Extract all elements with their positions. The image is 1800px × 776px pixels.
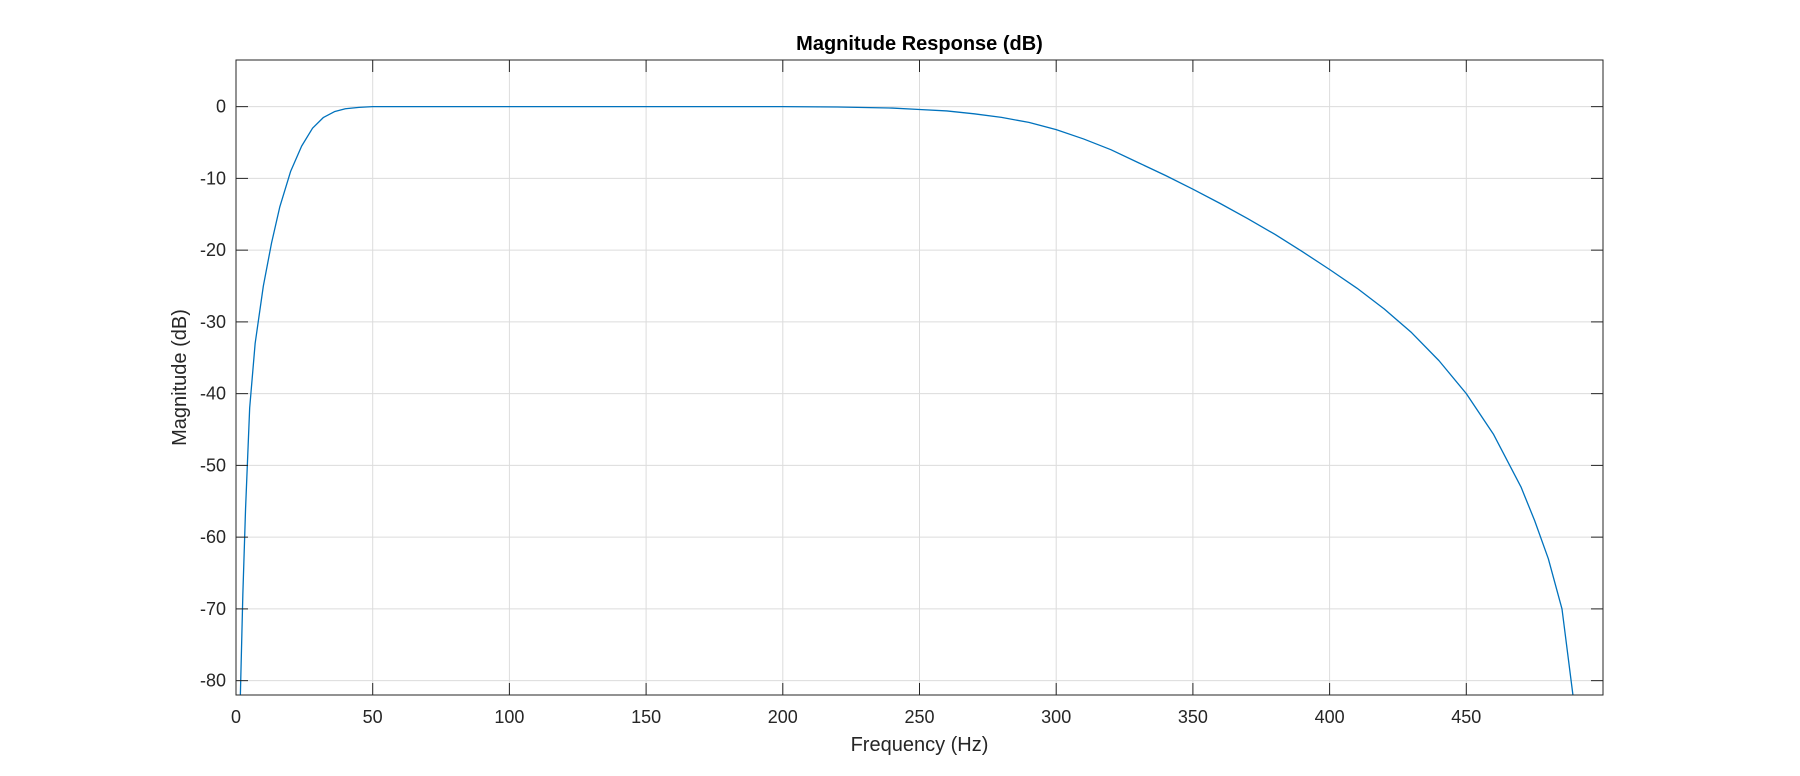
y-axis-label: Magnitude (dB) [169, 309, 191, 446]
x-tick-label: 350 [1178, 707, 1208, 727]
magnitude-series-line [239, 105, 1574, 696]
series-layer [239, 105, 1574, 696]
y-tick-label: -40 [200, 384, 226, 404]
y-tick-label: -70 [200, 599, 226, 619]
x-tick-labels: 0 50 100 150 200 250 300 350 400 450 [231, 707, 1481, 727]
x-tick-label: 400 [1315, 707, 1345, 727]
y-tick-label: -50 [200, 455, 226, 475]
tick-marks [235, 60, 1603, 695]
x-axis-label: Frequency (Hz) [851, 734, 989, 756]
x-tick-label: 250 [904, 707, 934, 727]
y-tick-label: -30 [200, 312, 226, 332]
y-tick-labels: 0 -10 -20 -30 -40 -50 -60 -70 -80 [200, 97, 226, 691]
x-tick-label: 450 [1451, 707, 1481, 727]
y-tick-label: 0 [216, 97, 226, 117]
grid-lines [235, 60, 1603, 695]
y-tick-label: -20 [200, 240, 226, 260]
x-tick-label: 150 [631, 707, 661, 727]
x-tick-label: 0 [231, 707, 241, 727]
x-tick-label: 200 [768, 707, 798, 727]
chart-title: Magnitude Response (dB) [796, 33, 1043, 55]
x-tick-label: 100 [494, 707, 524, 727]
y-tick-label: -60 [200, 527, 226, 547]
plot-area[interactable] [235, 59, 1604, 696]
y-tick-label: -80 [200, 671, 226, 691]
y-tick-label: -10 [200, 168, 226, 188]
x-tick-label: 300 [1041, 707, 1071, 727]
x-tick-label: 50 [363, 707, 383, 727]
